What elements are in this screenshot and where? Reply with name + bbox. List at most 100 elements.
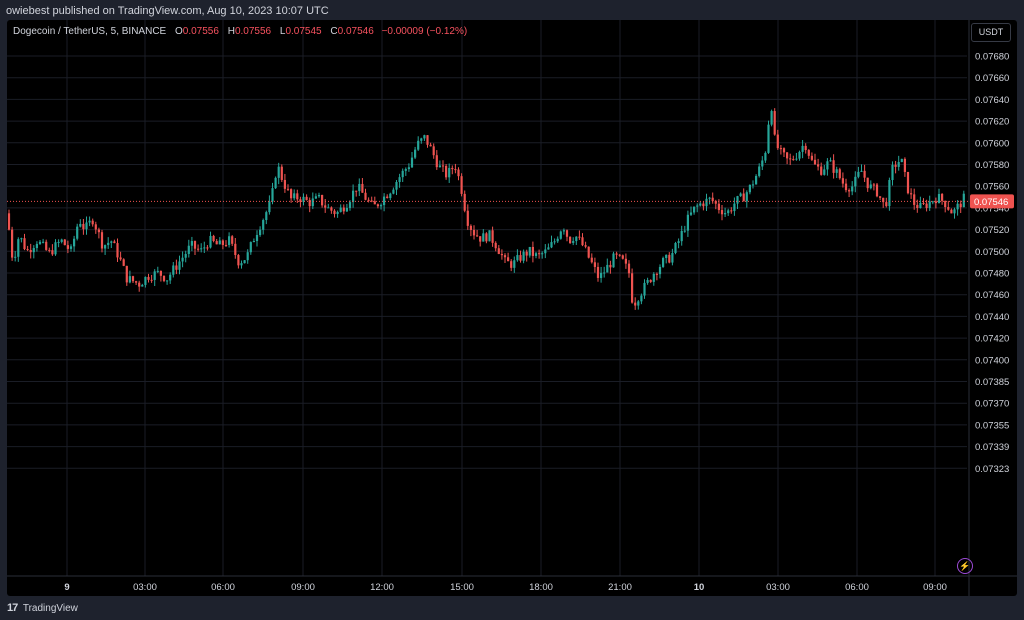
candle-up: [547, 247, 550, 250]
candle-down: [944, 200, 947, 208]
y-tick-label: 0.07355: [975, 420, 1009, 431]
candle-down: [159, 270, 162, 276]
y-tick-label: 0.07420: [975, 334, 1009, 345]
candle-up: [327, 207, 330, 209]
candle-down: [922, 202, 925, 204]
y-tick-label: 0.07620: [975, 117, 1009, 128]
candle-up: [683, 230, 686, 232]
candle-up: [88, 220, 91, 223]
candle-up: [637, 301, 640, 306]
candle-up: [689, 212, 693, 215]
candle-up: [640, 295, 643, 302]
last-price-label: 0.07546: [974, 197, 1008, 208]
lightning-icon[interactable]: ⚡: [957, 558, 973, 574]
candle-up: [956, 203, 959, 210]
symbol-name[interactable]: Dogecoin / TetherUS, 5, BINANCE: [13, 26, 167, 37]
candle-up: [398, 177, 401, 182]
candle-up: [262, 220, 265, 230]
candle-up: [110, 241, 113, 243]
candle-up: [246, 252, 249, 261]
candle-up: [764, 152, 767, 161]
candle-down: [193, 241, 197, 249]
close-label: C: [330, 26, 338, 37]
candle-down: [26, 249, 29, 251]
candle-down: [879, 196, 882, 198]
candle-up: [392, 189, 395, 194]
candle-up: [770, 111, 773, 125]
candle-down: [451, 167, 454, 170]
chart-panel[interactable]: 0.07680 0.07660 0.07640 0.07620 0.07600 0.075…: [7, 20, 1017, 596]
candle-up: [869, 184, 872, 189]
candle-down: [807, 150, 810, 156]
candle-up: [249, 242, 252, 253]
candle-down: [441, 165, 445, 167]
candle-down: [820, 166, 823, 175]
candle-down: [786, 152, 789, 159]
candle-down: [569, 236, 572, 243]
candlestick-chart[interactable]: 0.07680 0.07660 0.07640 0.07620 0.07600 0.075…: [7, 20, 1017, 596]
candle-up: [69, 246, 73, 249]
tradingview-logo[interactable]: 17 TradingView: [7, 602, 78, 614]
candle-down: [587, 246, 590, 258]
candle-down: [581, 237, 584, 246]
candle-down: [531, 246, 534, 256]
candle-up: [209, 235, 212, 248]
candle-down: [308, 199, 311, 207]
candle-down: [432, 146, 435, 156]
candle-down: [910, 193, 913, 195]
candle-up: [153, 271, 156, 280]
candle-up: [277, 166, 280, 178]
candle-down: [299, 199, 302, 202]
candle-up: [85, 222, 88, 230]
candle-down: [429, 144, 432, 147]
y-tick-label: 0.07540: [975, 203, 1009, 214]
candle-up: [407, 167, 410, 170]
candle-up: [888, 180, 891, 207]
candle-up: [677, 241, 680, 244]
candle-down: [866, 177, 869, 189]
candle-up: [937, 193, 941, 204]
y-tick-label: 0.07400: [975, 355, 1009, 366]
candle-up: [835, 169, 838, 173]
candle-up: [748, 184, 751, 193]
candle-up: [534, 253, 538, 256]
open-label: O: [175, 26, 183, 37]
candle-up: [42, 241, 45, 243]
candle-down: [841, 178, 844, 184]
candle-down: [925, 203, 928, 208]
candle-down: [119, 257, 122, 260]
candle-down: [655, 273, 658, 275]
candle-down: [131, 276, 135, 282]
candle-down: [435, 155, 438, 168]
candle-up: [686, 214, 689, 231]
candle-down: [832, 160, 835, 173]
candle-down: [48, 249, 51, 251]
candle-down: [711, 197, 714, 202]
candle-down: [627, 263, 631, 274]
candle-up: [919, 202, 922, 208]
high-label: H: [227, 26, 235, 37]
y-tick-label: 0.07680: [975, 52, 1009, 63]
candle-up: [417, 140, 420, 150]
candle-up: [128, 276, 131, 283]
candle-down: [500, 253, 503, 256]
candle-up: [900, 158, 903, 163]
candle-up: [928, 201, 931, 208]
candle-up: [758, 166, 761, 176]
y-tick-label: 0.07370: [975, 399, 1009, 410]
change-value: −0.00009 (−0.12%): [381, 26, 468, 37]
candle-up: [823, 169, 826, 175]
candle-up: [541, 253, 544, 255]
candle-up: [156, 270, 159, 272]
candle-up: [268, 201, 271, 213]
candle-up: [572, 241, 575, 243]
candle-down: [361, 183, 364, 193]
x-tick-label: 12:00: [370, 582, 394, 593]
candle-up: [184, 253, 187, 258]
candle-down: [742, 193, 745, 202]
candle-up: [488, 230, 491, 242]
candle-down: [817, 164, 820, 167]
y-tick-label: 0.07520: [975, 225, 1009, 236]
candle-down: [469, 225, 472, 230]
currency-button[interactable]: USDT: [971, 23, 1011, 42]
